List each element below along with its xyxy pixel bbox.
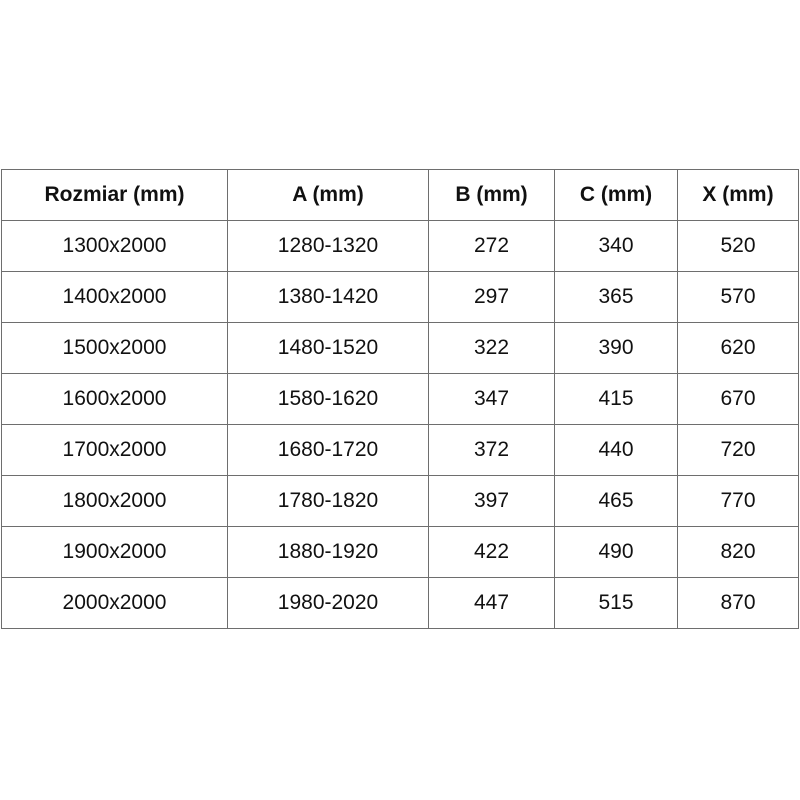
table-cell: 372 (428, 424, 555, 476)
table-cell: 440 (554, 424, 678, 476)
table-cell: 1580-1620 (227, 373, 429, 425)
table-cell: 322 (428, 322, 555, 374)
table-cell: 1400x2000 (1, 271, 228, 323)
table-row: 2000x2000 1980-2020 447 515 870 (1, 577, 799, 629)
table-cell: 365 (554, 271, 678, 323)
table-cell: 1980-2020 (227, 577, 429, 629)
dimensions-table: Rozmiar (mm) A (mm) B (mm) C (mm) X (mm) 130… (1, 169, 799, 629)
table-cell: 1780-1820 (227, 475, 429, 527)
table-cell: 2000x2000 (1, 577, 228, 629)
table-cell: 415 (554, 373, 678, 425)
column-header: B (mm) (428, 169, 555, 221)
table-cell: 340 (554, 220, 678, 272)
table-cell: 870 (677, 577, 799, 629)
table-cell: 422 (428, 526, 555, 578)
table-cell: 397 (428, 475, 555, 527)
table-cell: 670 (677, 373, 799, 425)
table-cell: 570 (677, 271, 799, 323)
table-cell: 820 (677, 526, 799, 578)
table-cell: 1500x2000 (1, 322, 228, 374)
table-row: 1900x2000 1880-1920 422 490 820 (1, 526, 799, 578)
table-row: 1800x2000 1780-1820 397 465 770 (1, 475, 799, 527)
table-cell: 1800x2000 (1, 475, 228, 527)
table-cell: 520 (677, 220, 799, 272)
table-cell: 1900x2000 (1, 526, 228, 578)
column-header: C (mm) (554, 169, 678, 221)
header-row: Rozmiar (mm) A (mm) B (mm) C (mm) X (mm) (1, 169, 799, 221)
table-body: 1300x2000 1280-1320 272 340 520 1400x2000 1380… (1, 220, 799, 629)
table-cell: 620 (677, 322, 799, 374)
table-row: 1700x2000 1680-1720 372 440 720 (1, 424, 799, 476)
column-header: Rozmiar (mm) (1, 169, 228, 221)
table-cell: 1480-1520 (227, 322, 429, 374)
table-cell: 347 (428, 373, 555, 425)
table-cell: 1280-1320 (227, 220, 429, 272)
column-header: X (mm) (677, 169, 799, 221)
table-row: 1300x2000 1280-1320 272 340 520 (1, 220, 799, 272)
table-row: 1600x2000 1580-1620 347 415 670 (1, 373, 799, 425)
table-cell: 490 (554, 526, 678, 578)
table-cell: 720 (677, 424, 799, 476)
table-cell: 272 (428, 220, 555, 272)
table-cell: 297 (428, 271, 555, 323)
table-cell: 1600x2000 (1, 373, 228, 425)
table-cell: 390 (554, 322, 678, 374)
table-row: 1400x2000 1380-1420 297 365 570 (1, 271, 799, 323)
table-cell: 1680-1720 (227, 424, 429, 476)
table-cell: 465 (554, 475, 678, 527)
table-cell: 1380-1420 (227, 271, 429, 323)
table-row: 1500x2000 1480-1520 322 390 620 (1, 322, 799, 374)
table-cell: 770 (677, 475, 799, 527)
table-cell: 1880-1920 (227, 526, 429, 578)
column-header: A (mm) (227, 169, 429, 221)
table-cell: 1700x2000 (1, 424, 228, 476)
table-cell: 447 (428, 577, 555, 629)
table-cell: 1300x2000 (1, 220, 228, 272)
table-cell: 515 (554, 577, 678, 629)
